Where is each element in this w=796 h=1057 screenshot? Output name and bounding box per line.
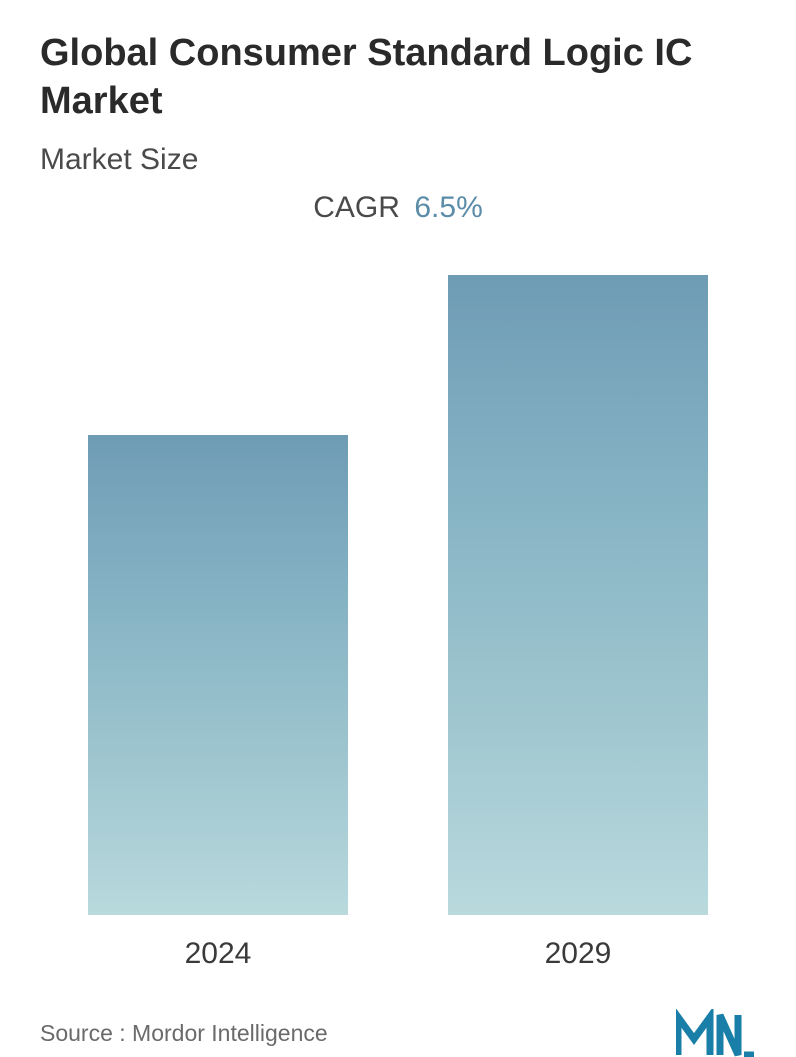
cagr-value: 6.5% — [414, 191, 482, 224]
chart-title: Global Consumer Standard Logic IC Market — [40, 30, 756, 125]
cagr-row: CAGR 6.5% — [40, 191, 756, 225]
bar-label-1: 2029 — [545, 937, 612, 971]
chart-subtitle: Market Size — [40, 143, 756, 177]
bar-1 — [448, 275, 708, 915]
cagr-label: CAGR — [313, 191, 400, 224]
mordor-logo-icon — [676, 1009, 756, 1057]
bar-group-0: 2024 — [88, 435, 348, 971]
bar-group-1: 2029 — [448, 275, 708, 971]
bar-chart: 2024 2029 — [40, 235, 756, 971]
source-text: Source : Mordor Intelligence — [40, 1020, 328, 1047]
chart-container: Global Consumer Standard Logic IC Market… — [0, 0, 796, 1034]
chart-footer: Source : Mordor Intelligence — [40, 1001, 756, 1057]
bar-0 — [88, 435, 348, 915]
bar-label-0: 2024 — [185, 937, 252, 971]
